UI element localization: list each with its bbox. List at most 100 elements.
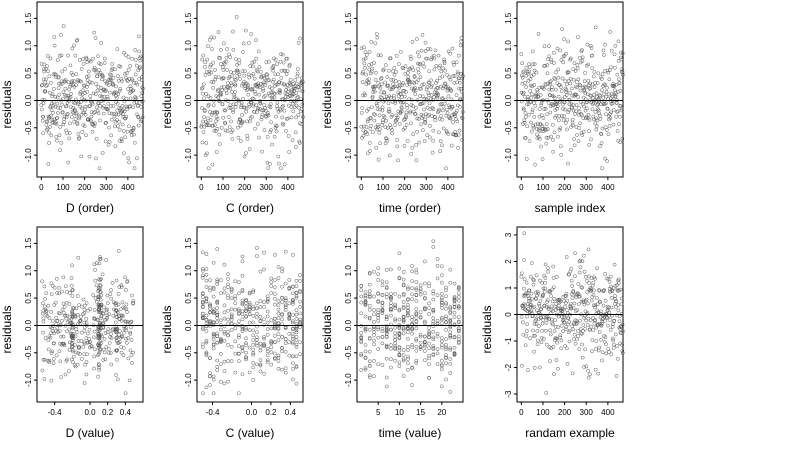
data-point xyxy=(54,116,59,121)
data-point xyxy=(448,333,453,338)
data-point xyxy=(384,286,389,291)
data-point xyxy=(440,108,445,113)
data-point xyxy=(233,294,238,299)
data-point xyxy=(96,318,100,322)
data-point xyxy=(98,316,103,321)
data-point xyxy=(121,353,126,358)
data-point xyxy=(200,85,205,90)
data-point xyxy=(229,83,234,88)
data-point xyxy=(401,357,406,362)
data-point xyxy=(66,94,71,98)
data-point xyxy=(600,319,605,324)
data-point xyxy=(215,111,219,115)
data-point xyxy=(362,124,366,129)
data-point xyxy=(610,91,614,96)
data-point xyxy=(400,95,404,100)
data-point xyxy=(598,144,602,149)
data-point xyxy=(247,370,252,375)
data-point xyxy=(579,131,584,135)
data-point xyxy=(55,101,60,106)
data-point xyxy=(114,327,119,331)
data-point xyxy=(218,379,223,384)
data-point xyxy=(68,340,72,345)
data-points xyxy=(199,15,305,171)
data-point xyxy=(240,327,245,332)
data-point xyxy=(582,315,586,320)
data-point xyxy=(363,314,368,319)
data-point xyxy=(551,264,556,269)
data-point xyxy=(439,339,444,344)
y-axis-label: residuals xyxy=(0,80,14,128)
data-point xyxy=(110,111,114,116)
data-point xyxy=(372,269,376,274)
data-point xyxy=(233,307,238,312)
data-point xyxy=(367,349,372,354)
data-point xyxy=(299,122,304,126)
data-point xyxy=(575,66,580,71)
data-point xyxy=(111,327,115,331)
data-point xyxy=(269,345,274,350)
data-point xyxy=(63,284,68,289)
data-point xyxy=(369,39,374,44)
data-point xyxy=(297,88,302,92)
y-axis-label: residuals xyxy=(160,80,174,128)
data-point xyxy=(448,347,453,352)
data-point xyxy=(605,106,610,111)
data-point xyxy=(265,349,270,354)
data-point xyxy=(436,93,441,97)
y-tick-label: -0.5 xyxy=(344,345,353,359)
data-point xyxy=(406,75,411,79)
data-point xyxy=(446,49,451,54)
data-point xyxy=(524,115,528,119)
data-point xyxy=(409,121,413,126)
y-tick-label: 1.5 xyxy=(24,12,33,24)
data-point xyxy=(42,62,47,67)
data-point xyxy=(74,83,78,87)
data-point xyxy=(600,88,604,93)
data-point xyxy=(255,341,259,345)
data-point xyxy=(605,323,610,328)
data-point xyxy=(393,99,397,104)
data-point xyxy=(44,291,49,296)
data-point xyxy=(262,128,267,132)
data-point xyxy=(363,327,368,332)
data-point xyxy=(262,267,266,272)
data-point xyxy=(393,101,398,105)
data-point xyxy=(615,289,620,293)
data-point xyxy=(104,120,109,125)
data-point xyxy=(244,106,249,111)
data-point xyxy=(599,321,604,326)
data-point xyxy=(393,118,398,123)
data-point xyxy=(444,294,448,299)
data-point xyxy=(135,103,140,108)
data-point xyxy=(372,333,376,337)
data-point xyxy=(581,323,586,327)
data-point xyxy=(575,85,580,90)
data-point xyxy=(69,316,74,321)
data-point xyxy=(589,324,593,329)
data-point xyxy=(53,300,58,305)
data-point xyxy=(120,104,125,108)
data-point xyxy=(97,350,102,354)
data-point xyxy=(573,251,577,256)
data-point xyxy=(578,83,583,88)
data-point xyxy=(580,133,585,137)
data-point xyxy=(60,110,65,114)
data-point xyxy=(204,351,209,356)
data-point xyxy=(251,342,256,347)
data-point xyxy=(46,116,51,121)
data-point xyxy=(448,390,453,394)
data-point xyxy=(112,91,117,95)
data-point xyxy=(520,73,524,78)
data-point xyxy=(208,64,213,69)
data-point xyxy=(115,348,119,353)
data-point xyxy=(570,284,574,288)
data-point xyxy=(74,306,79,311)
data-point xyxy=(452,281,457,286)
data-point xyxy=(401,358,406,363)
data-point xyxy=(619,331,624,336)
data-point xyxy=(460,115,464,120)
data-point xyxy=(444,347,448,352)
data-point xyxy=(417,140,422,145)
data-point xyxy=(101,347,106,352)
